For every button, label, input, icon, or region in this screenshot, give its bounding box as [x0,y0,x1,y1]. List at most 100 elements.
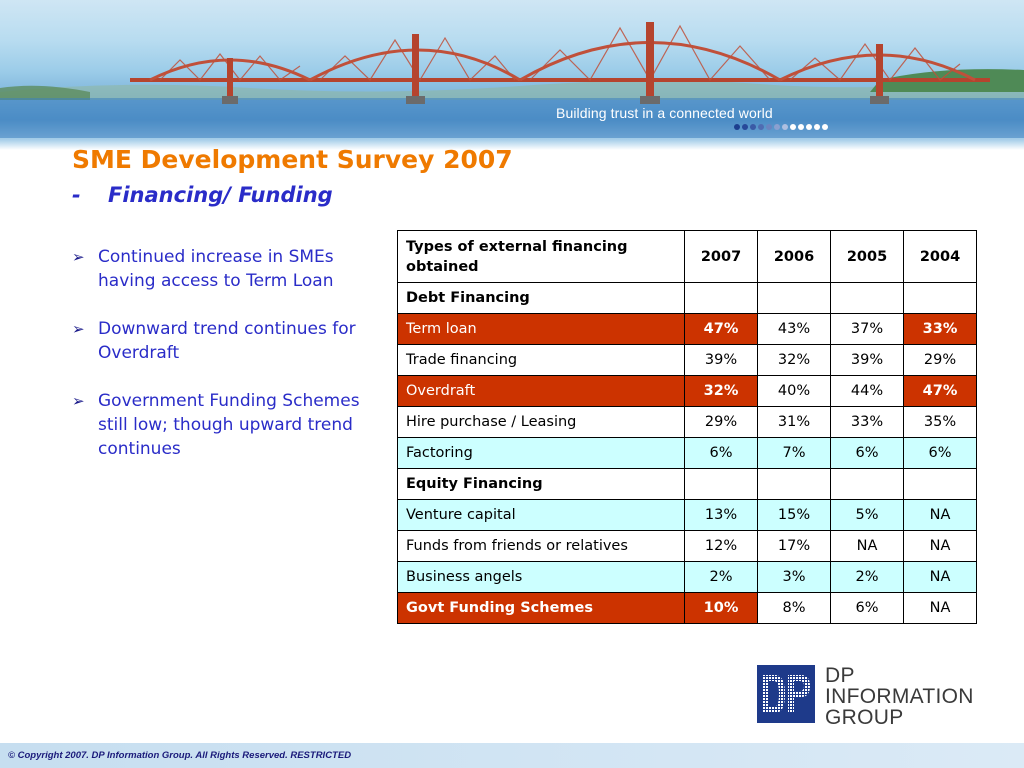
banner: Building trust in a connected world [0,0,1024,150]
column-header-year: 2007 [684,230,758,283]
table-cell: 40% [757,375,831,407]
progress-dot [782,124,788,130]
table-row: Trade financing 39% 32% 39% 29% [397,344,977,376]
footer-bar: © Copyright 2007. DP Information Group. … [0,743,1024,768]
table-cell [830,468,904,500]
table-cell [757,468,831,500]
table-cell: 37% [830,313,904,345]
logo-line: INFORMATION [825,685,974,708]
bullet-text: Government Funding Schemes still low; th… [98,391,360,459]
table-row: Funds from friends or relatives 12% 17% … [397,530,977,562]
table-section-row: Debt Financing [397,282,977,314]
table-cell: 44% [830,375,904,407]
table-cell: 43% [757,313,831,345]
table-header-row: Types of external financing obtained 200… [397,230,977,283]
bullet-list: ➢ Continued increase in SMEs having acce… [72,245,382,485]
progress-dot [798,124,804,130]
table-cell: 13% [684,499,758,531]
progress-dot [734,124,740,130]
row-label: Hire purchase / Leasing [397,406,685,438]
table-cell [684,468,758,500]
tagline: Building trust in a connected world [556,105,773,121]
progress-dot [814,124,820,130]
table-cell: 15% [757,499,831,531]
subtitle-text: Financing/ Funding [108,183,333,207]
table-cell: 2% [684,561,758,593]
table-row: Venture capital 13% 15% 5% NA [397,499,977,531]
table-cell: 29% [903,344,977,376]
logo-wordmark: DP INFORMATION GROUP [825,665,974,728]
copyright-text: © Copyright 2007. DP Information Group. … [8,750,352,761]
table-cell [903,282,977,314]
company-logo: DP INFORMATION GROUP [757,665,974,728]
table-cell-highlighted: 47% [903,375,977,407]
table-cell: 32% [757,344,831,376]
table-cell: 33% [830,406,904,438]
arrow-bullet-icon: ➢ [72,248,85,266]
table-cell: 35% [903,406,977,438]
column-header-year: 2006 [757,230,831,283]
row-label: Overdraft [397,375,685,407]
page-title: SME Development Survey 2007 [72,145,513,174]
bridge-illustration [0,22,1024,138]
table-cell: 29% [684,406,758,438]
row-label: Term loan [397,313,685,345]
table-row: Business angels 2% 3% 2% NA [397,561,977,593]
table-cell-highlighted: 32% [684,375,758,407]
row-label: Trade financing [397,344,685,376]
progress-dot [806,124,812,130]
subtitle-dash: - [72,183,81,207]
table-cell: 39% [684,344,758,376]
table-row-highlighted: Overdraft 32% 40% 44% 47% [397,375,977,407]
table-cell: 3% [757,561,831,593]
table-cell: 6% [830,592,904,624]
bullet-item: ➢ Continued increase in SMEs having acce… [72,245,382,293]
dp-monogram [757,665,815,723]
progress-dot [774,124,780,130]
progress-dot [766,124,772,130]
arrow-bullet-icon: ➢ [72,392,85,410]
table-cell: NA [903,561,977,593]
table-row: Factoring 6% 7% 6% 6% [397,437,977,469]
table-row-highlighted: Term loan 47% 43% 37% 33% [397,313,977,345]
table-cell-highlighted: 33% [903,313,977,345]
column-header-year: 2004 [903,230,977,283]
table-cell: 17% [757,530,831,562]
progress-dot [750,124,756,130]
table-row: Hire purchase / Leasing 29% 31% 33% 35% [397,406,977,438]
table-cell-highlighted: 10% [684,592,758,624]
progress-dot [790,124,796,130]
section-label: Debt Financing [397,282,685,314]
table-cell: 7% [757,437,831,469]
dp-logo-icon [757,665,815,723]
section-label: Equity Financing [397,468,685,500]
progress-dots [734,124,828,130]
table-row-highlighted: Govt Funding Schemes 10% 8% 6% NA [397,592,977,624]
row-label: Govt Funding Schemes [397,592,685,624]
row-label: Business angels [397,561,685,593]
table-section-row: Equity Financing [397,468,977,500]
table-cell: NA [903,499,977,531]
table-cell [684,282,758,314]
table-cell: 6% [830,437,904,469]
table-cell: 12% [684,530,758,562]
table-cell [903,468,977,500]
table-cell: NA [903,592,977,624]
logo-line: GROUP [825,706,904,729]
table-cell: 8% [757,592,831,624]
progress-dot [758,124,764,130]
progress-dot [742,124,748,130]
row-label: Venture capital [397,499,685,531]
column-header-year: 2005 [830,230,904,283]
bullet-item: ➢ Downward trend continues for Overdraft [72,317,382,365]
row-label: Funds from friends or relatives [397,530,685,562]
bullet-text: Downward trend continues for Overdraft [98,319,356,363]
progress-dot [822,124,828,130]
column-header-type: Types of external financing obtained [397,230,685,283]
table-cell: NA [830,530,904,562]
table-cell: 6% [903,437,977,469]
row-label: Factoring [397,437,685,469]
table-cell [757,282,831,314]
table-cell: 31% [757,406,831,438]
logo-line: DP [825,664,855,687]
